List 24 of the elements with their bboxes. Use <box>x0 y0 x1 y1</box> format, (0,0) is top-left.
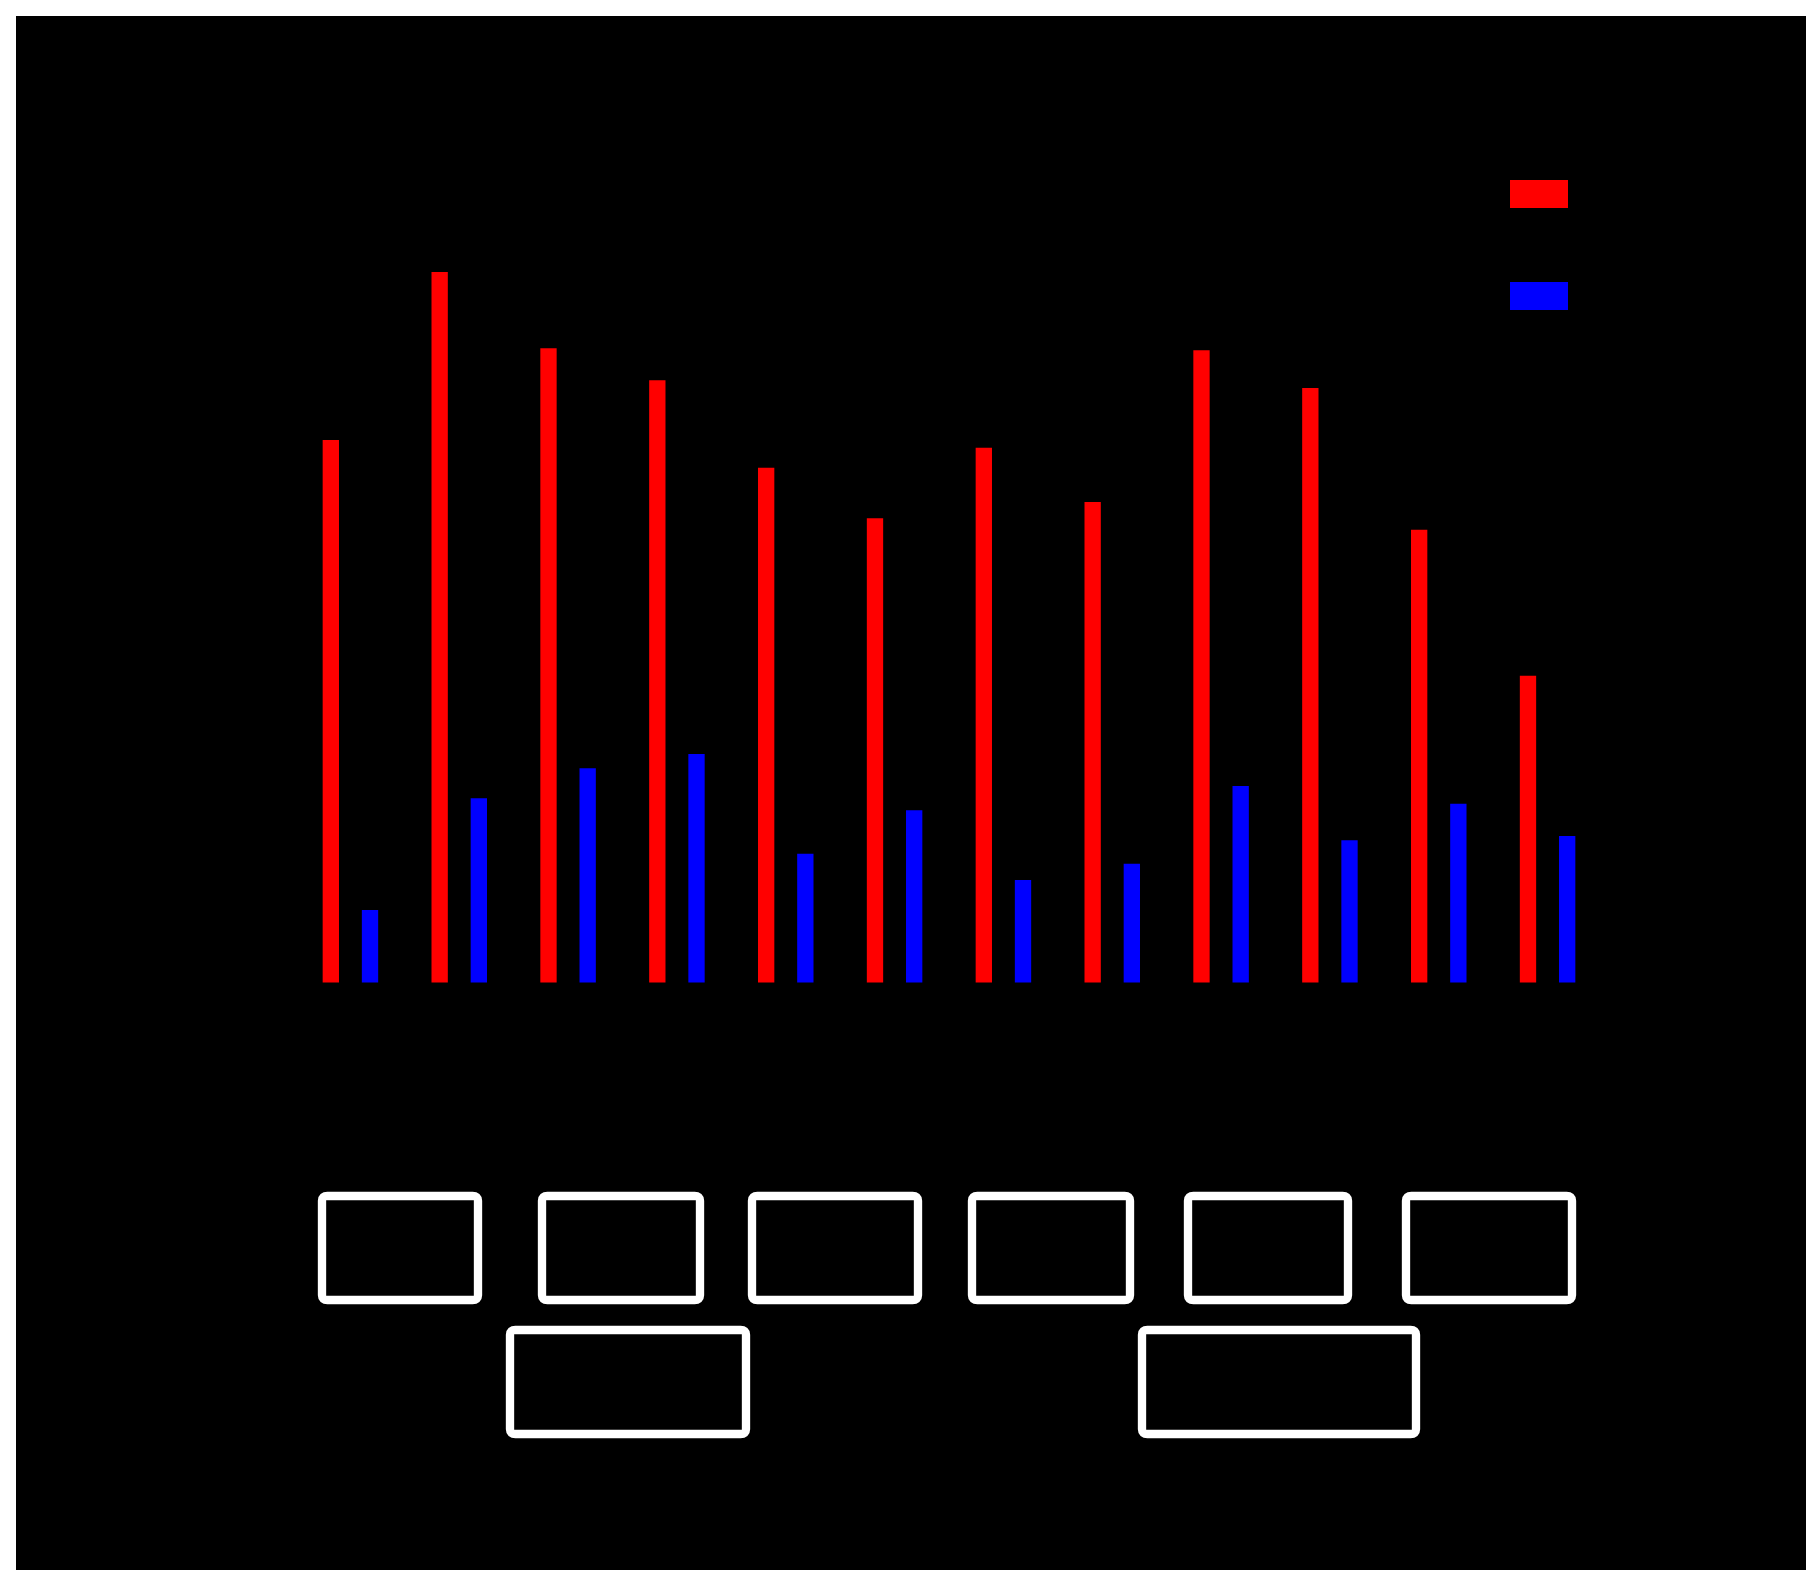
bar <box>1123 863 1140 984</box>
bar <box>1450 803 1467 984</box>
bar <box>1341 840 1358 984</box>
bar <box>906 810 923 984</box>
bar <box>1232 786 1249 984</box>
bar <box>540 348 557 984</box>
bar <box>866 518 884 984</box>
bar <box>758 467 775 984</box>
bar <box>361 909 379 984</box>
bar <box>797 853 814 984</box>
bar <box>431 272 448 984</box>
bar <box>1193 350 1210 984</box>
bar <box>470 798 487 984</box>
bar <box>1519 675 1537 984</box>
bar <box>649 380 666 984</box>
bar <box>1084 501 1101 984</box>
bar <box>1559 835 1576 984</box>
bar <box>1302 388 1319 984</box>
bar <box>975 447 992 984</box>
bar <box>688 754 705 984</box>
bar <box>1411 529 1428 984</box>
bar <box>1014 880 1032 984</box>
bar <box>579 768 596 984</box>
bar <box>322 440 339 984</box>
